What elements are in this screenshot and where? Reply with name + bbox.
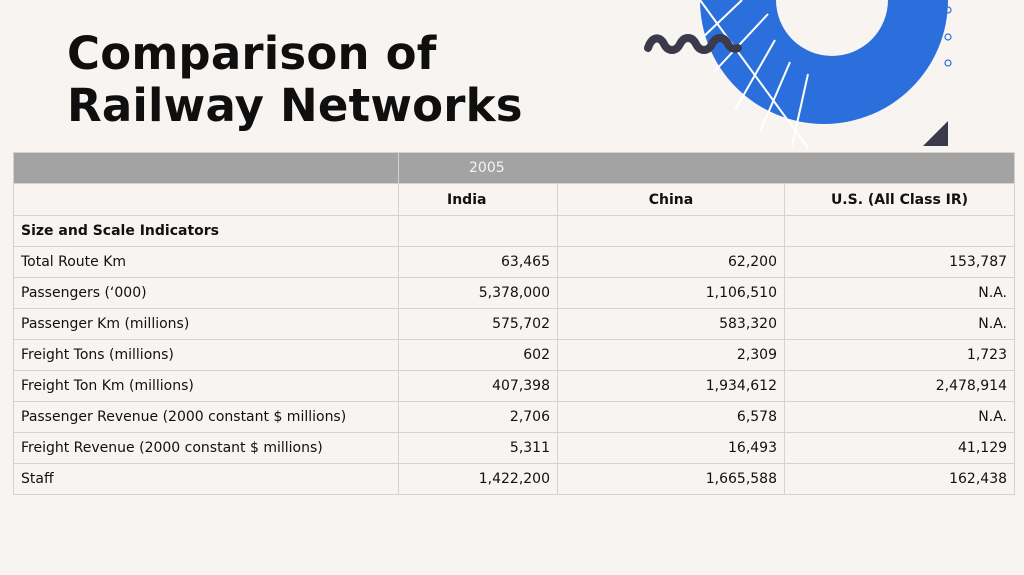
row-label: Freight Tons (millions) <box>13 339 399 371</box>
section-label: Size and Scale Indicators <box>13 215 399 247</box>
column-header-us: U.S. (All Class IR) <box>783 183 1016 216</box>
row-label: Freight Revenue (2000 constant $ million… <box>13 432 399 464</box>
cell-china: 2,309 <box>557 339 785 371</box>
cell-india: 63,465 <box>398 246 558 278</box>
dot-grid <box>921 6 952 67</box>
cell-us: N.A. <box>783 308 1016 340</box>
cell-us: 153,787 <box>783 246 1016 278</box>
cell-china: 1,106,510 <box>557 277 785 309</box>
year-header-spacer <box>13 152 399 184</box>
row-label: Passengers (‘000) <box>13 277 399 309</box>
cell-us: 41,129 <box>783 432 1016 464</box>
year-header: 2005 <box>397 152 1016 184</box>
row-label: Passenger Km (millions) <box>13 308 399 340</box>
cell-us: N.A. <box>783 401 1016 433</box>
cell-india: 407,398 <box>398 370 558 402</box>
column-header-blank <box>13 183 399 216</box>
year-header-row: 2005 <box>13 152 1016 184</box>
cell-china: 6,578 <box>557 401 785 433</box>
row-label: Staff <box>13 463 399 495</box>
table-row: Freight Ton Km (millions) 407,398 1,934,… <box>13 370 1016 402</box>
cell-us: 1,723 <box>783 339 1016 371</box>
section-row: Size and Scale Indicators <box>13 215 1016 247</box>
cell-china: 16,493 <box>557 432 785 464</box>
cell-india: 1,422,200 <box>398 463 558 495</box>
cell-china: 583,320 <box>557 308 785 340</box>
triangle-shape <box>923 121 948 146</box>
table-row: Total Route Km 63,465 62,200 153,787 <box>13 246 1016 278</box>
table-row: Passenger Revenue (2000 constant $ milli… <box>13 401 1016 433</box>
column-header-india: India <box>398 183 558 216</box>
cell-india: 2,706 <box>398 401 558 433</box>
donut-shape <box>700 0 948 124</box>
cell-china: 1,665,588 <box>557 463 785 495</box>
table-row: Freight Revenue (2000 constant $ million… <box>13 432 1016 464</box>
cell-india: 602 <box>398 339 558 371</box>
table-row: Staff 1,422,200 1,665,588 162,438 <box>13 463 1016 495</box>
row-label: Freight Ton Km (millions) <box>13 370 399 402</box>
column-header-row: India China U.S. (All Class IR) <box>13 183 1016 216</box>
cell-us: N.A. <box>783 277 1016 309</box>
table-row: Freight Tons (millions) 602 2,309 1,723 <box>13 339 1016 371</box>
cell-china: 1,934,612 <box>557 370 785 402</box>
cell-us: 162,438 <box>783 463 1016 495</box>
table-row: Passengers (‘000) 5,378,000 1,106,510 N.… <box>13 277 1016 309</box>
title-line-1: Comparison of <box>67 27 437 80</box>
cell-india: 5,378,000 <box>398 277 558 309</box>
cell-us: 2,478,914 <box>783 370 1016 402</box>
decorative-graphics <box>644 0 952 149</box>
comparison-table: 2005 India China U.S. (All Class IR) Siz… <box>13 152 1016 495</box>
donut-stripes <box>699 0 809 149</box>
cell-india: 5,311 <box>398 432 558 464</box>
page-title: Comparison of Railway Networks <box>67 28 523 132</box>
row-label: Passenger Revenue (2000 constant $ milli… <box>13 401 399 433</box>
title-line-2: Railway Networks <box>67 79 523 132</box>
cell-china: 62,200 <box>557 246 785 278</box>
table-row: Passenger Km (millions) 575,702 583,320 … <box>13 308 1016 340</box>
cell-india: 575,702 <box>398 308 558 340</box>
column-header-china: China <box>557 183 785 216</box>
row-label: Total Route Km <box>13 246 399 278</box>
squiggle-shape <box>644 34 742 54</box>
